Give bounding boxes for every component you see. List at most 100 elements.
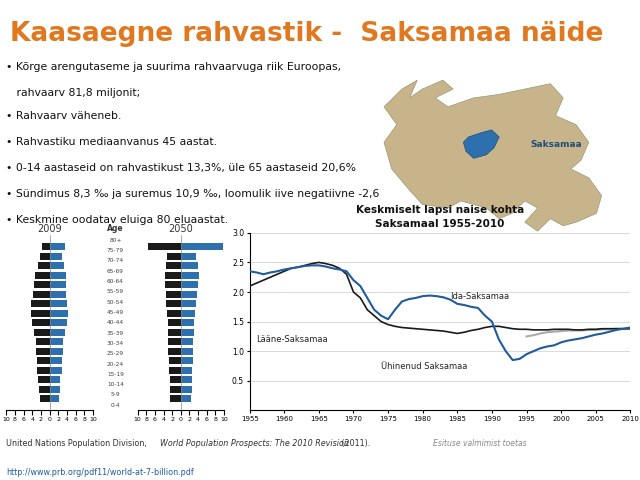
Bar xyxy=(39,386,50,393)
Text: 65-69: 65-69 xyxy=(107,269,124,274)
Bar xyxy=(50,386,60,393)
Bar xyxy=(165,281,181,288)
Bar xyxy=(169,357,181,364)
Bar xyxy=(181,329,194,336)
Title: 2009: 2009 xyxy=(37,225,62,234)
Bar xyxy=(37,357,50,364)
Text: 0-4: 0-4 xyxy=(111,403,120,408)
Bar xyxy=(50,319,67,326)
Bar xyxy=(50,338,63,346)
Text: World Population Prospects: The 2010 Revision: World Population Prospects: The 2010 Rev… xyxy=(160,439,349,448)
Bar xyxy=(181,396,191,402)
Text: • 0-14 aastaseid on rahvastikust 13,3%, üle 65 aastaseid 20,6%: • 0-14 aastaseid on rahvastikust 13,3%, … xyxy=(6,163,356,173)
Bar xyxy=(169,367,181,374)
Bar xyxy=(181,291,196,298)
Bar xyxy=(50,262,64,269)
Bar xyxy=(40,396,50,402)
Bar xyxy=(168,329,181,336)
Bar xyxy=(40,252,50,260)
Bar xyxy=(168,348,181,355)
Polygon shape xyxy=(384,80,602,231)
Bar xyxy=(31,310,50,317)
Text: 10-14: 10-14 xyxy=(107,382,124,387)
Bar xyxy=(181,367,192,374)
Bar xyxy=(50,376,60,384)
Bar xyxy=(181,376,192,384)
Bar xyxy=(168,252,181,260)
Bar xyxy=(50,291,67,298)
Bar xyxy=(181,310,195,317)
Bar xyxy=(36,348,50,355)
Text: Ühinenud Saksamaa: Ühinenud Saksamaa xyxy=(381,362,468,371)
Bar xyxy=(170,386,181,393)
Bar xyxy=(170,376,181,384)
Bar xyxy=(167,310,181,317)
Bar xyxy=(181,252,196,260)
Text: 60-64: 60-64 xyxy=(107,279,124,284)
Bar xyxy=(50,272,66,279)
Text: 15-19: 15-19 xyxy=(107,372,124,377)
Text: • Rahvaarv väheneb.: • Rahvaarv väheneb. xyxy=(6,110,122,120)
Bar xyxy=(166,262,181,269)
Text: 45-49: 45-49 xyxy=(107,310,124,315)
Bar xyxy=(42,243,50,250)
Bar xyxy=(50,243,65,250)
Text: Esituse valmimist toetas: Esituse valmimist toetas xyxy=(433,439,527,448)
Text: 80+: 80+ xyxy=(109,238,122,243)
Bar xyxy=(181,319,194,326)
Bar xyxy=(168,319,181,326)
Bar xyxy=(181,348,193,355)
Bar xyxy=(50,310,68,317)
Bar xyxy=(50,281,66,288)
Bar xyxy=(148,243,181,250)
Text: rahvaarv 81,8 miljonit;: rahvaarv 81,8 miljonit; xyxy=(6,88,141,98)
Bar xyxy=(37,367,50,374)
Text: 40-44: 40-44 xyxy=(107,320,124,325)
Bar xyxy=(181,386,191,393)
Text: Keskmiselt lapsi naise kohta: Keskmiselt lapsi naise kohta xyxy=(356,205,524,215)
Text: • Kõrge arengutaseme ja suurima rahvaarvuga riik Euroopas,: • Kõrge arengutaseme ja suurima rahvaarv… xyxy=(6,62,342,72)
Text: Ida-Saksamaa: Ida-Saksamaa xyxy=(451,292,509,301)
Bar xyxy=(34,329,50,336)
Bar xyxy=(35,272,50,279)
Text: • Sündimus 8,3 ‰ ja suremus 10,9 ‰, loomulik iive negatiivne -2,6: • Sündimus 8,3 ‰ ja suremus 10,9 ‰, loom… xyxy=(6,189,380,199)
Text: Lääne-Saksamaa: Lääne-Saksamaa xyxy=(257,336,328,344)
Bar xyxy=(50,396,59,402)
Bar xyxy=(50,357,61,364)
Text: http://www.prb.org/pdf11/world-at-7-billion.pdf: http://www.prb.org/pdf11/world-at-7-bill… xyxy=(6,468,194,477)
Bar xyxy=(170,396,181,402)
Bar xyxy=(181,272,198,279)
Bar xyxy=(50,300,67,307)
Text: 55-59: 55-59 xyxy=(107,289,124,294)
Text: Age: Age xyxy=(108,224,124,233)
Text: 75-79: 75-79 xyxy=(107,248,124,253)
Bar xyxy=(36,338,50,346)
Bar xyxy=(165,272,181,279)
Bar xyxy=(31,300,50,307)
Polygon shape xyxy=(463,130,499,158)
Text: • Rahvastiku mediaanvanus 45 aastat.: • Rahvastiku mediaanvanus 45 aastat. xyxy=(6,137,218,146)
Text: Saksamaa: Saksamaa xyxy=(530,140,582,149)
Text: 30-34: 30-34 xyxy=(107,341,124,346)
Bar xyxy=(168,338,181,346)
Bar xyxy=(38,262,50,269)
Bar xyxy=(34,281,50,288)
Bar xyxy=(166,291,181,298)
Bar xyxy=(181,262,198,269)
Bar xyxy=(50,348,63,355)
Bar xyxy=(181,357,193,364)
Bar xyxy=(166,300,181,307)
Bar xyxy=(50,367,61,374)
Bar xyxy=(50,252,61,260)
Text: 20-24: 20-24 xyxy=(107,361,124,367)
Bar xyxy=(181,243,223,250)
Text: Saksamaal 1955-2010: Saksamaal 1955-2010 xyxy=(375,219,505,229)
Bar xyxy=(50,329,65,336)
Text: United Nations Population Division,: United Nations Population Division, xyxy=(6,439,150,448)
Text: Kaasaegne rahvastik -  Saksamaa näide: Kaasaegne rahvastik - Saksamaa näide xyxy=(10,21,603,48)
Text: 5-9: 5-9 xyxy=(111,393,120,397)
Bar xyxy=(38,376,50,384)
Bar xyxy=(181,281,198,288)
Bar xyxy=(181,338,193,346)
Text: 35-39: 35-39 xyxy=(107,331,124,336)
